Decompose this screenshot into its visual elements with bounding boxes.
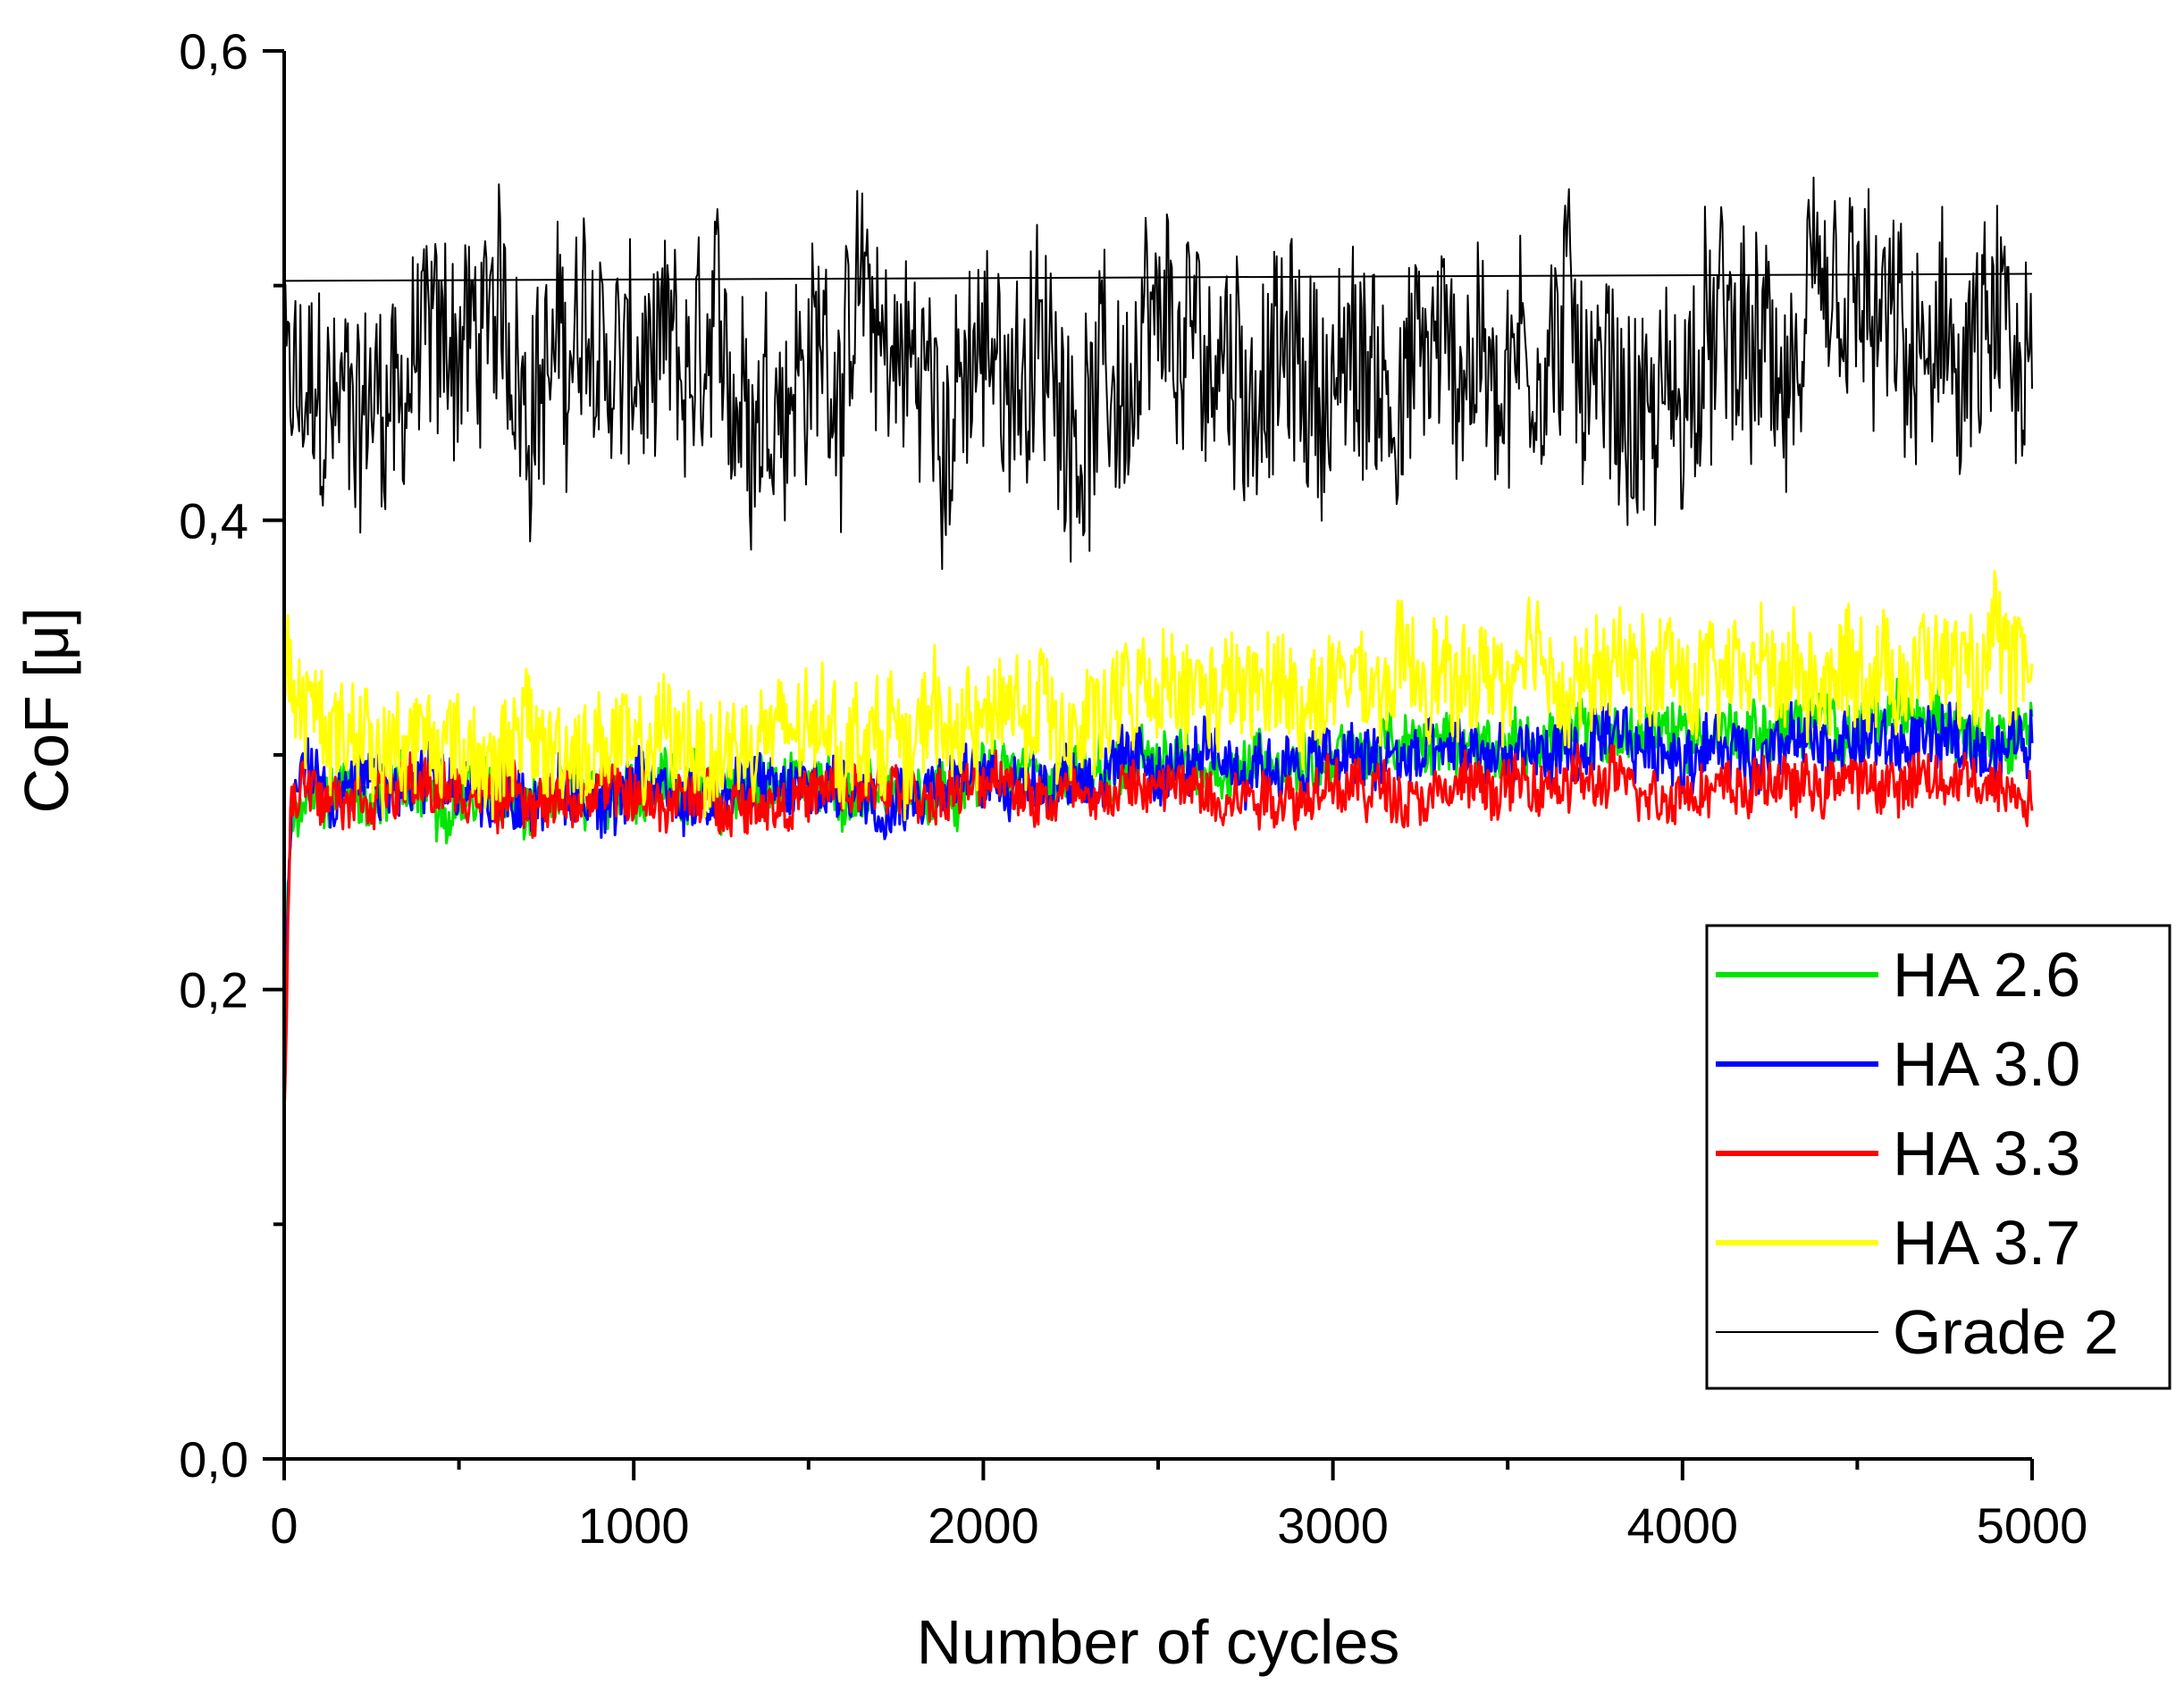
legend-items: HA 2.6 HA 3.0 HA 3.3 HA 3.7 Grade 2	[1716, 940, 2119, 1367]
series-layer	[282, 176, 2034, 1121]
x-tick-label: 0	[270, 1497, 298, 1554]
x-tick-label: 3000	[1277, 1497, 1389, 1554]
y-tick-label: 0,2	[179, 962, 248, 1018]
x-tick-label: 2000	[928, 1497, 1039, 1554]
series-ha-3-3	[282, 742, 2034, 1121]
x-tick-label: 5000	[1977, 1497, 2088, 1554]
x-axis-title: Number of cycles	[917, 1607, 1400, 1677]
series-ha-3-7	[282, 569, 2034, 822]
legend-box	[1705, 924, 2171, 1390]
y-tick-label: 0,4	[179, 492, 248, 549]
legend-label: HA 2.6	[1893, 940, 2080, 1010]
series-grade-2-mean-line	[283, 272, 2033, 282]
legend: HA 2.6 HA 3.0 HA 3.3 HA 3.7 Grade 2	[1705, 924, 2171, 1390]
legend-label: HA 3.3	[1893, 1119, 2080, 1188]
legend-label: Grade 2	[1893, 1297, 2119, 1367]
y-tick-label: 0,6	[179, 23, 248, 80]
y-tick-label: 0,0	[179, 1431, 248, 1488]
x-tick-label: 4000	[1627, 1497, 1739, 1554]
x-tick-label: 1000	[578, 1497, 690, 1554]
y-axis-title: CoF [μ]	[12, 608, 81, 814]
x-ticks: 0 1000 2000 3000 4000 5000	[270, 1459, 2087, 1554]
y-ticks: 0,0 0,2 0,4 0,6	[179, 23, 284, 1488]
series-grade-2	[283, 176, 2033, 570]
legend-label: HA 3.7	[1893, 1208, 2080, 1278]
legend-label: HA 3.0	[1893, 1029, 2080, 1099]
